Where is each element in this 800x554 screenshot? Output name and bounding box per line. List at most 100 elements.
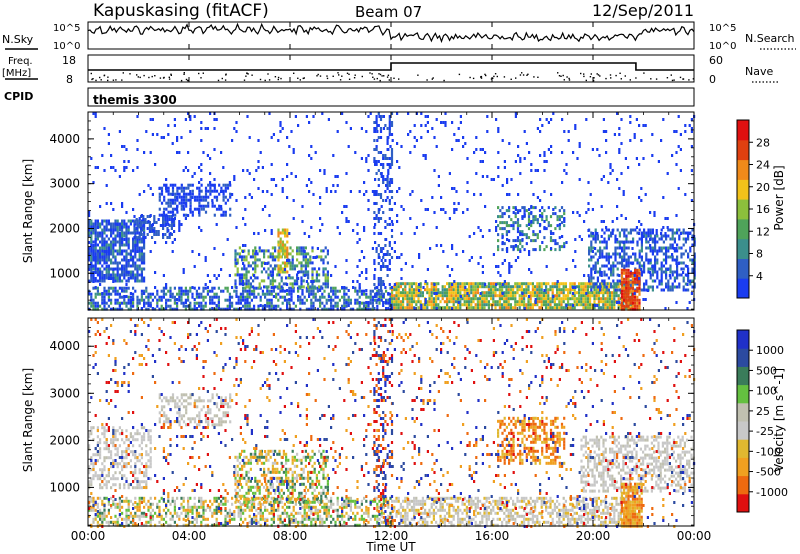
data-cell [176, 496, 179, 500]
data-cell [483, 306, 486, 310]
data-cell [608, 297, 611, 301]
data-cell [103, 508, 106, 512]
data-cell [215, 292, 218, 296]
data-cell [553, 294, 556, 298]
data-cell [534, 248, 537, 252]
data-cell [655, 232, 658, 235]
data-cell [182, 523, 185, 527]
data-cell [512, 211, 515, 214]
data-cell [413, 282, 416, 286]
data-cell [226, 298, 229, 302]
data-cell [360, 301, 363, 305]
data-cell [501, 184, 504, 187]
data-cell [387, 298, 390, 302]
data-cell [238, 279, 241, 283]
data-cell [611, 297, 614, 301]
data-cell [684, 273, 687, 277]
data-cell [525, 224, 528, 228]
data-cell [457, 127, 460, 130]
data-cell [99, 234, 102, 238]
data-cell [121, 228, 124, 232]
cpid-label: CPID [4, 90, 33, 103]
data-cell [635, 118, 638, 121]
data-cell [475, 136, 478, 139]
data-cell [564, 282, 567, 286]
data-cell [239, 307, 242, 310]
data-cell [633, 133, 636, 136]
data-cell [234, 264, 237, 268]
data-cell [388, 301, 391, 304]
nave-tick-top: 60 [709, 54, 723, 67]
data-cell [636, 301, 639, 305]
data-cell [393, 288, 396, 292]
data-cell [345, 217, 348, 220]
data-cell [669, 255, 672, 259]
data-cell [158, 198, 161, 202]
data-cell [107, 258, 110, 262]
data-cell [529, 291, 532, 295]
data-cell [202, 295, 205, 299]
data-cell [148, 221, 151, 224]
data-cell [167, 298, 170, 302]
data-cell [477, 226, 480, 229]
data-cell [572, 286, 575, 289]
data-cell [228, 304, 231, 308]
data-cell [167, 201, 170, 205]
data-cell [356, 232, 359, 235]
data-cell [649, 259, 652, 262]
data-cell [305, 115, 308, 118]
data-cell [651, 252, 654, 256]
nave-point [373, 78, 376, 80]
data-cell [583, 220, 586, 223]
data-cell [167, 496, 170, 500]
data-cell [518, 303, 521, 307]
data-cell [169, 232, 172, 235]
data-cell [640, 243, 643, 247]
data-cell [428, 294, 431, 298]
data-cell [143, 151, 146, 154]
data-cell [673, 279, 676, 283]
data-cell [326, 276, 329, 280]
data-cell [606, 297, 609, 301]
data-cell [332, 286, 335, 290]
data-cell [245, 285, 248, 289]
data-cell [618, 243, 621, 247]
data-cell [602, 282, 605, 286]
data-cell [255, 286, 258, 290]
data-cell [158, 514, 161, 518]
data-cell [534, 285, 537, 289]
data-cell [599, 252, 602, 256]
data-cell [149, 517, 152, 521]
data-cell [408, 294, 411, 298]
data-cell [127, 505, 130, 509]
data-cell [123, 267, 126, 271]
data-cell [202, 307, 205, 311]
data-cell [474, 291, 477, 295]
data-cell [410, 291, 413, 295]
data-cell [426, 285, 429, 289]
data-cell [374, 268, 377, 271]
data-cell [110, 261, 113, 265]
data-cell [291, 264, 294, 268]
data-cell [525, 236, 528, 240]
data-cell [647, 228, 650, 232]
data-cell [319, 229, 322, 232]
data-cell [554, 227, 557, 231]
data-cell [105, 243, 108, 247]
data-cell [252, 279, 255, 283]
nave-point [522, 74, 525, 76]
nave-point [243, 79, 246, 81]
data-cell [679, 169, 682, 172]
nave-point [379, 73, 382, 76]
data-cell [184, 508, 187, 512]
data-cell [279, 231, 282, 235]
data-cell [170, 227, 173, 230]
data-cell [404, 282, 407, 286]
data-cell [127, 225, 130, 229]
data-cell [200, 198, 203, 202]
data-cell [441, 306, 444, 310]
data-cell [397, 282, 400, 286]
data-cell [176, 301, 179, 305]
data-cell [448, 291, 451, 295]
